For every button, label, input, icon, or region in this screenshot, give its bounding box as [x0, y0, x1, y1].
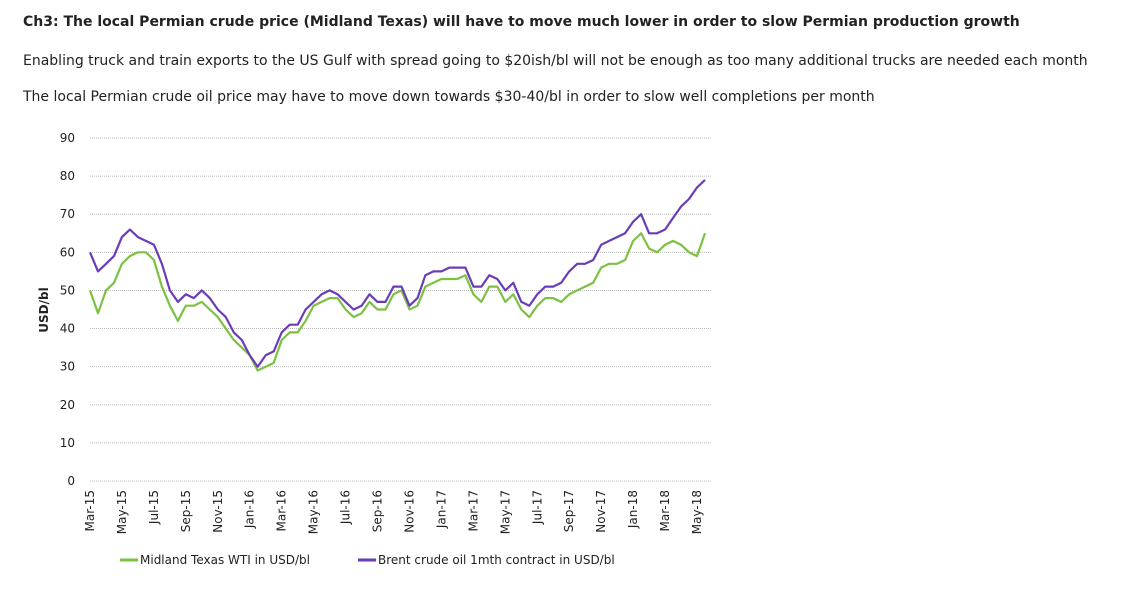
x-tick-label: May-18	[690, 490, 704, 534]
x-tick-label: Sep-16	[371, 490, 385, 532]
x-tick-label: Sep-17	[562, 490, 576, 532]
x-tick-label: Nov-15	[211, 490, 225, 533]
x-tick-label: Mar-15	[83, 490, 97, 531]
x-tick-label: Jan-17	[434, 490, 448, 529]
x-tick-label: May-16	[307, 490, 321, 534]
x-tick-label: Jul-15	[147, 490, 161, 525]
y-tick-label: 10	[60, 436, 75, 450]
y-tick-label: 0	[67, 474, 75, 488]
subtitle: Enabling truck and train exports to the …	[23, 53, 1088, 69]
y-tick-label: 90	[60, 131, 75, 145]
data-line	[88, 179, 706, 368]
y-tick-label: 20	[60, 398, 75, 412]
x-tick-label: May-15	[115, 490, 129, 534]
y-tick-label: 40	[60, 322, 75, 336]
y-tick-label: 50	[60, 283, 75, 297]
y-tick-label: 30	[60, 360, 75, 374]
x-tick-label: Jul-17	[530, 490, 544, 525]
y-tick-label: 80	[60, 169, 75, 183]
x-tick-label: Jan-16	[243, 490, 257, 529]
legend-label: Midland Texas WTI in USD/bl	[140, 553, 310, 567]
x-tick-label: Mar-17	[466, 490, 480, 531]
data-line	[88, 232, 707, 372]
x-tick-label: Sep-15	[179, 490, 193, 532]
subtitle: The local Permian crude oil price may ha…	[22, 89, 875, 105]
x-tick-label: Mar-18	[658, 490, 672, 531]
y-tick-label: 60	[60, 245, 75, 259]
x-tick-label: Jan-18	[626, 490, 640, 529]
x-tick-label: Jul-16	[339, 490, 353, 525]
x-tick-label: Nov-17	[594, 490, 608, 533]
chart-title: Ch3: The local Permian crude price (Midl…	[23, 14, 1020, 30]
x-tick-label: Mar-16	[275, 490, 289, 531]
legend-label: Brent crude oil 1mth contract in USD/bl	[378, 553, 615, 567]
x-tick-label: Nov-16	[402, 490, 416, 533]
y-axis-label: USD/bl	[37, 287, 51, 332]
y-tick-label: 70	[60, 207, 75, 221]
x-tick-label: May-17	[498, 490, 512, 534]
